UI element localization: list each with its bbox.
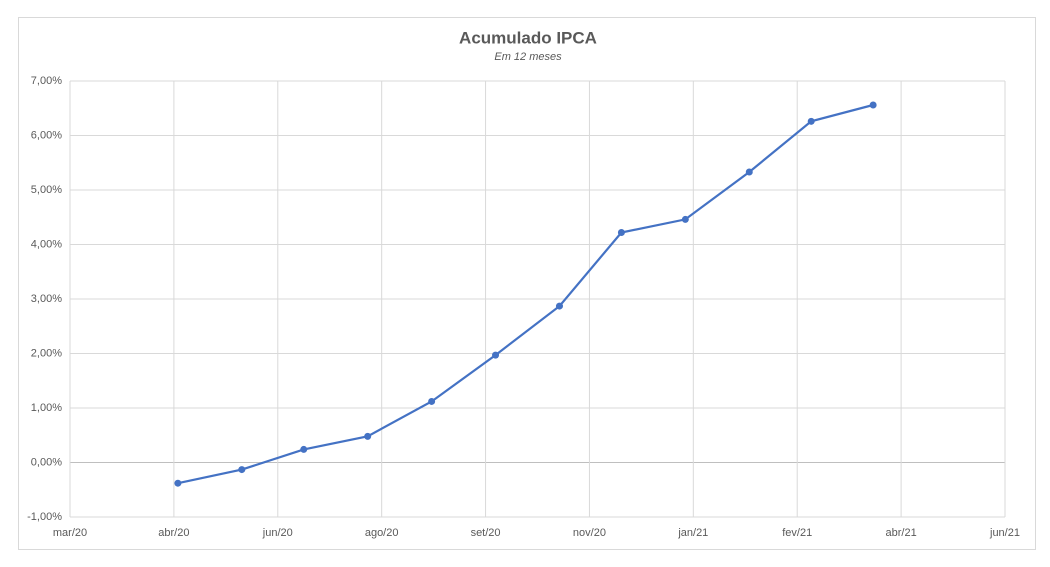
y-tick-label: 2,00%: [31, 347, 62, 359]
x-tick-label: fev/21: [782, 527, 812, 539]
data-point: [745, 168, 753, 176]
data-line: [177, 103, 874, 485]
y-tick-label: 3,00%: [31, 293, 62, 305]
chart-title: Acumulado IPCA: [459, 28, 597, 47]
x-tick-label: set/20: [471, 527, 501, 539]
y-tick-label: 4,00%: [31, 238, 62, 250]
data-point: [492, 351, 500, 359]
data-point: [555, 302, 563, 310]
x-tick-label: jan/21: [677, 527, 708, 539]
x-tick-label: jun/21: [989, 527, 1020, 539]
x-tick-label: abr/20: [158, 527, 189, 539]
y-tick-label: 6,00%: [31, 129, 62, 141]
x-tick-label: jun/20: [262, 527, 293, 539]
x-tick-label: abr/21: [886, 527, 917, 539]
chart-border: [18, 17, 1036, 550]
data-point: [681, 215, 689, 223]
data-point: [428, 397, 436, 405]
chart-subtitle: Em 12 meses: [494, 51, 562, 63]
data-point: [174, 479, 182, 487]
x-tick-label: mar/20: [53, 527, 87, 539]
x-tick-label: ago/20: [365, 527, 399, 539]
data-point: [617, 229, 625, 237]
data-point: [807, 117, 815, 125]
data-point: [300, 445, 308, 453]
data-point: [869, 101, 877, 109]
data-point: [238, 466, 246, 474]
y-tick-label: 7,00%: [31, 75, 62, 87]
data-point: [364, 432, 372, 440]
y-tick-label: 1,00%: [31, 402, 62, 414]
y-tick-label: 5,00%: [31, 184, 62, 196]
y-tick-label: 0,00%: [31, 456, 62, 468]
x-tick-label: nov/20: [573, 527, 606, 539]
y-tick-label: -1,00%: [27, 511, 62, 523]
